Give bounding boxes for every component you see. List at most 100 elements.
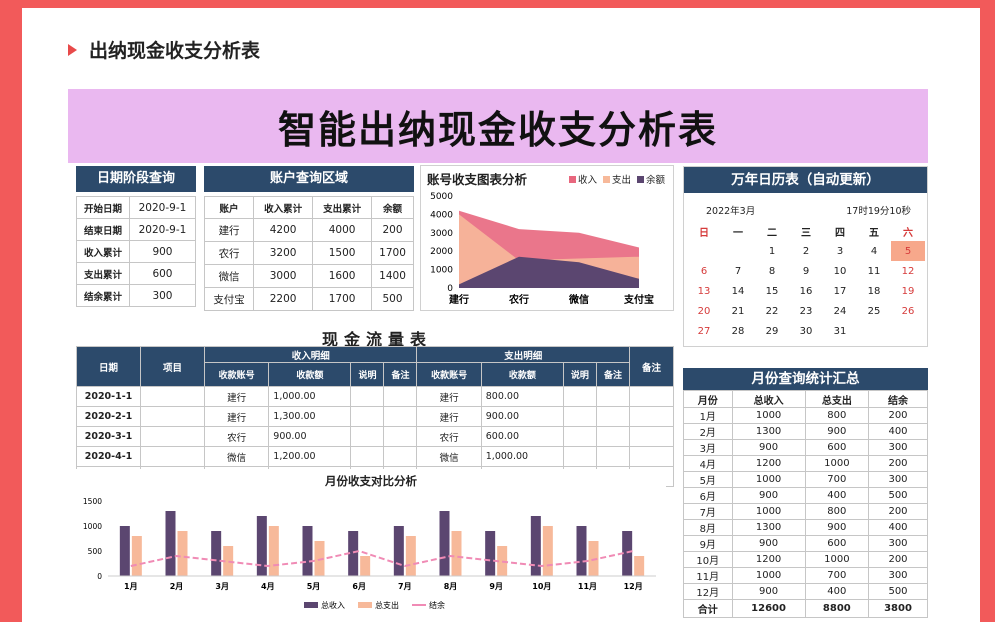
- calendar-day[interactable]: 13: [697, 285, 711, 297]
- calendar-day[interactable]: 29: [765, 325, 779, 337]
- bar-expense: [542, 526, 553, 576]
- cf-out-note: [595, 406, 631, 427]
- bar-income: [348, 531, 359, 576]
- calendar-week: 13 14 15 16 17 18 19: [687, 281, 925, 301]
- cf-in-amt: 900.00: [268, 426, 352, 447]
- calendar-day[interactable]: 9: [802, 265, 810, 277]
- stats-total-cell: 8800: [804, 599, 870, 618]
- calendar-day[interactable]: [891, 321, 925, 341]
- cashflow-row: 2020-2-1 建行 1,300.00 建行 900.00: [76, 406, 674, 427]
- cf-date: 2020-3-1: [76, 426, 141, 447]
- income-sub-header: 说明: [350, 362, 385, 387]
- date-query-row: 支出累计 600: [76, 262, 197, 285]
- stats-total-cell: 3800: [868, 599, 928, 618]
- calendar-day[interactable]: 4: [870, 245, 878, 257]
- account-cell: 微信: [203, 264, 255, 288]
- bar-income: [256, 516, 267, 576]
- calendar-day[interactable]: 11: [867, 265, 881, 277]
- calendar-week: 1 2 3 4 5: [687, 241, 925, 261]
- calendar-day[interactable]: 27: [697, 325, 711, 337]
- calendar-day[interactable]: 23: [799, 305, 813, 317]
- calendar-day[interactable]: 15: [765, 285, 779, 297]
- bar-y-tick: 500: [88, 547, 103, 556]
- bar-income: [485, 531, 496, 576]
- bar-x-tick: 2月: [170, 582, 184, 591]
- calendar-day[interactable]: 8: [768, 265, 776, 277]
- account-cell: 500: [371, 287, 414, 311]
- account-cell: 建行: [203, 218, 255, 242]
- stats-cell: 600: [804, 535, 870, 552]
- x-tick-label: 微信: [568, 293, 589, 306]
- calendar-day[interactable]: 19: [901, 285, 915, 297]
- expense-group-header: 支出明细: [416, 346, 630, 363]
- calendar-day[interactable]: [857, 321, 891, 341]
- monthly-stats-panel: 月份查询统计汇总 月份 总收入 总支出 结余 1月 1000 800 200 2月 1300 90…: [683, 368, 928, 618]
- monthly-chart-panel: 月份收支对比分析 0 500 1000 1500 1月 2月 3月 4月 5月 6月 7月 8月 9月 1…: [76, 469, 666, 617]
- calendar-day[interactable]: 12: [901, 265, 915, 277]
- calendar-day[interactable]: 18: [867, 285, 881, 297]
- account-chart-panel: 账号收支图表分析 收入 支出 余额 0 1000 2000 3000 4000 5000 建行 农…: [420, 165, 674, 311]
- legend-label: 支出: [612, 175, 632, 186]
- calendar-day[interactable]: 2: [802, 245, 810, 257]
- account-cell: 支付宝: [203, 287, 255, 311]
- bar-expense: [268, 526, 279, 576]
- stats-cell: 900: [731, 439, 806, 456]
- date-query-row: 开始日期 2020-9-1: [76, 196, 197, 219]
- account-cell: 4200: [253, 218, 314, 242]
- stats-cell: 10月: [683, 551, 733, 568]
- cf-out-acct: 建行: [416, 386, 482, 407]
- calendar-day[interactable]: 10: [833, 265, 847, 277]
- stats-cell: 300: [868, 535, 928, 552]
- account-query-table: 账户 收入累计 支出累计 余额 建行 4200 4000 200 农行 3200 1500 1700…: [203, 196, 414, 311]
- cf-out-amt: 900.00: [480, 406, 564, 427]
- calendar-day[interactable]: 31: [833, 325, 847, 337]
- calendar-day[interactable]: 6: [700, 265, 708, 277]
- stats-cell: 12月: [683, 583, 733, 600]
- calendar-day[interactable]: 5: [891, 241, 925, 261]
- stats-cell: 11月: [683, 567, 733, 584]
- stats-cell: 1000: [804, 551, 870, 568]
- stats-cell: 400: [868, 423, 928, 440]
- monthly-stats-header: 月份查询统计汇总: [683, 368, 928, 390]
- calendar-day[interactable]: 17: [833, 285, 847, 297]
- bar-expense: [360, 556, 371, 576]
- calendar-day[interactable]: 1: [768, 245, 776, 257]
- bar-legend-label: 总收入: [321, 600, 345, 610]
- calendar-day[interactable]: 7: [734, 265, 742, 277]
- calendar-day[interactable]: 14: [731, 285, 745, 297]
- legend-swatch-icon: [637, 176, 645, 183]
- calendar-day[interactable]: 16: [799, 285, 813, 297]
- monthly-bar-chart: 0 500 1000 1500 1月 2月 3月 4月 5月 6月 7月 8月 9月 10月 11月 12月总…: [83, 497, 656, 610]
- x-tick-label: 建行: [448, 293, 469, 306]
- calendar-day[interactable]: 26: [901, 305, 915, 317]
- bullet-triangle-icon: [68, 43, 77, 56]
- cashflow-row: 2020-4-1 微信 1,200.00 微信 1,000.00: [76, 446, 674, 467]
- calendar-time: 17时19分10秒: [846, 206, 911, 217]
- bar-x-tick: 8月: [444, 582, 458, 591]
- weekday-label: 二: [767, 227, 777, 239]
- cf-out-note: [595, 446, 631, 467]
- calendar-day[interactable]: 21: [731, 305, 745, 317]
- bar-income: [530, 516, 541, 576]
- calendar-day[interactable]: 24: [833, 305, 847, 317]
- stats-cell: 1000: [731, 567, 806, 584]
- calendar-day[interactable]: 30: [799, 325, 813, 337]
- calendar-day[interactable]: [687, 241, 721, 261]
- bar-income: [119, 526, 130, 576]
- account-col-header: 余额: [371, 196, 414, 219]
- calendar-day[interactable]: 20: [697, 305, 711, 317]
- weekday-label: 四: [835, 227, 845, 239]
- y-tick-label: 5000: [430, 192, 453, 202]
- bar-expense: [634, 556, 645, 576]
- stats-cell: 2月: [683, 423, 733, 440]
- stats-cell: 1月: [683, 407, 733, 424]
- account-chart-title: 账号收支图表分析: [427, 172, 528, 187]
- stats-row: 9月 900 600 300: [683, 535, 928, 552]
- stats-row: 8月 1300 900 400: [683, 519, 928, 536]
- calendar-day[interactable]: 25: [867, 305, 881, 317]
- bar-income: [439, 511, 450, 576]
- calendar-day[interactable]: 28: [731, 325, 745, 337]
- calendar-day[interactable]: 3: [836, 245, 844, 257]
- calendar-day[interactable]: 22: [765, 305, 779, 317]
- calendar-day[interactable]: [721, 241, 755, 261]
